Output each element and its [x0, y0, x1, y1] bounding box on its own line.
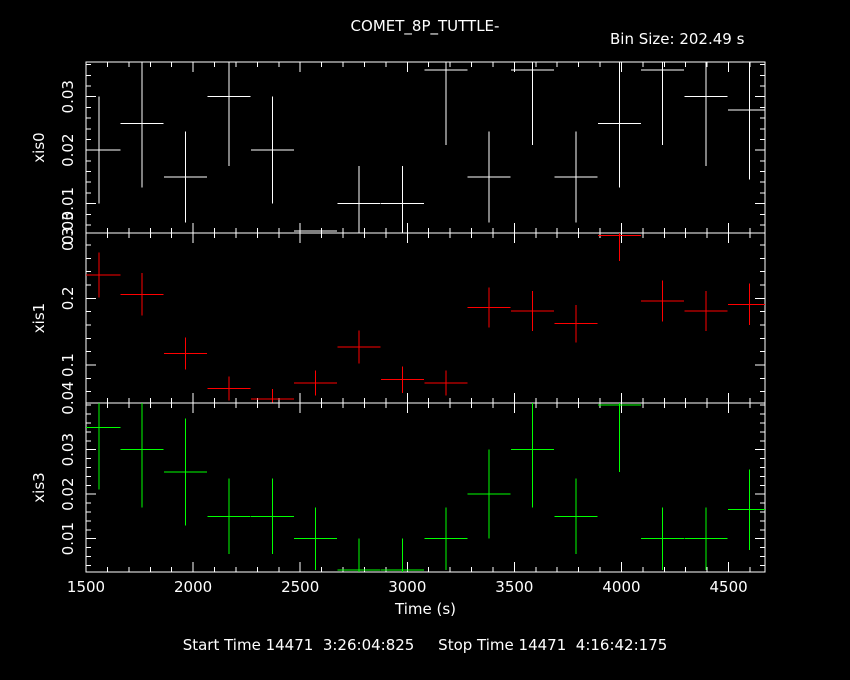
x-tick-label: 3000: [388, 578, 426, 596]
data-point: [554, 478, 598, 555]
data-point: [467, 287, 511, 328]
y-edge-tick-label: 0.04: [59, 381, 77, 414]
data-point: [337, 330, 381, 364]
data-point: [641, 280, 685, 322]
data-point: [467, 131, 511, 223]
data-point: [337, 166, 381, 233]
data-point: [164, 131, 208, 223]
data-point: [424, 370, 468, 396]
data-point: [207, 62, 251, 167]
data-point: [684, 62, 728, 167]
series-xis3: [86, 403, 765, 572]
y-tick-label: 0.01: [59, 522, 77, 555]
y-tick-label: 0.03: [59, 433, 77, 466]
x-tick-label: 2000: [174, 578, 212, 596]
data-point: [120, 62, 164, 188]
data-point: [597, 62, 641, 188]
data-point: [164, 418, 208, 526]
panel-xis3: 0.01 0.02 0.03 xis3 1500 2000 2500 3000 3500 4000…: [30, 402, 766, 618]
x-tick-label: 2500: [281, 578, 319, 596]
data-point: [120, 273, 164, 316]
data-point: [727, 469, 765, 550]
x-tick-label: 3500: [495, 578, 533, 596]
panel-frame: [85, 232, 766, 404]
data-point: [86, 403, 121, 490]
data-point: [380, 166, 424, 233]
y-edge-tick-label: 0.03: [59, 211, 77, 244]
panel-xis1: 0.1 0.2 0.04 0.3 xis1: [30, 227, 766, 415]
data-point: [207, 478, 251, 555]
chart-title: COMET_8P_TUTTLE-: [350, 17, 500, 35]
x-tick-label: 4000: [602, 578, 640, 596]
data-point: [554, 131, 598, 223]
data-point: [641, 507, 685, 570]
x-tick-label: 4500: [709, 578, 747, 596]
data-point: [684, 507, 728, 570]
data-point: [250, 96, 294, 204]
data-point: [597, 233, 641, 261]
y-edge-tick-label: 0.3: [59, 227, 77, 251]
data-point: [684, 291, 728, 331]
data-point: [294, 370, 338, 396]
data-point: [554, 305, 598, 343]
data-point: [597, 403, 641, 472]
x-tick-label: 1500: [67, 578, 105, 596]
data-point: [380, 538, 424, 572]
data-point: [641, 62, 685, 145]
data-point: [727, 283, 765, 325]
y-tick-label: 0.02: [59, 133, 77, 166]
data-point: [294, 507, 338, 570]
series-xis1: [86, 233, 765, 403]
data-point: [467, 449, 511, 539]
data-point: [86, 96, 121, 204]
data-point: [727, 62, 765, 180]
data-point: [250, 478, 294, 555]
data-point: [511, 403, 555, 508]
data-point: [511, 291, 555, 331]
y-tick-label: 0.01: [59, 187, 77, 220]
y-axis-label: xis1: [30, 303, 48, 333]
series-xis0: [86, 62, 765, 233]
y-tick-label: 0.2: [59, 286, 77, 310]
y-tick-label: 0.1: [59, 353, 77, 377]
time-range-footer: Start Time 14471 3:26:04:825 Stop Time 1…: [182, 636, 668, 654]
data-point: [164, 337, 208, 370]
panel-xis0: 0.01 0.02 0.03 0.03 xis0: [30, 61, 766, 245]
data-point: [424, 507, 468, 570]
data-point: [380, 366, 424, 393]
data-point: [424, 62, 468, 145]
data-point: [120, 403, 164, 508]
x-axis-label: Time (s): [394, 600, 456, 618]
y-tick-label: 0.02: [59, 477, 77, 510]
panel-frame: [85, 61, 766, 234]
y-axis-label: xis0: [30, 132, 48, 162]
bin-size-label: Bin Size: 202.49 s: [610, 30, 745, 48]
data-point: [86, 252, 121, 298]
data-point: [511, 62, 555, 145]
data-point: [250, 389, 294, 403]
y-tick-label: 0.03: [59, 80, 77, 113]
data-point: [207, 376, 251, 401]
y-axis-label: xis3: [30, 472, 48, 502]
data-point: [337, 538, 381, 572]
panel-frame: [85, 402, 766, 573]
